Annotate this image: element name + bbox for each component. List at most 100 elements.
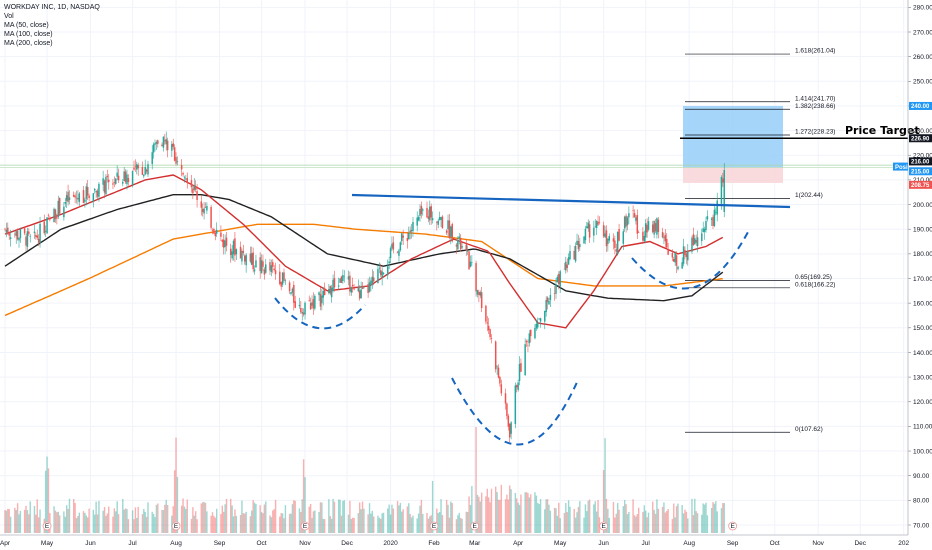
volume-bar: [64, 516, 66, 533]
volume-bar: [588, 499, 591, 533]
candle-body: [663, 237, 665, 239]
x-tick-label: Jul: [128, 540, 137, 547]
candle-body: [457, 240, 459, 250]
volume-bar: [612, 502, 615, 533]
candle-body: [358, 290, 361, 299]
y-tick-label: 80.00: [913, 498, 930, 505]
candle-body: [695, 240, 697, 243]
candle-body: [309, 303, 312, 310]
candle-body: [556, 276, 559, 283]
volume-bar: [567, 500, 570, 533]
volume-bar: [252, 500, 254, 533]
long-position-zones: [0, 105, 908, 183]
candle-body: [514, 385, 517, 425]
candle-body: [154, 143, 156, 145]
volume-bar: [520, 494, 522, 533]
volume-bar: [373, 516, 375, 533]
candle-body: [691, 237, 693, 252]
time-axis: Apr May Jun Jul Aug Sep Oct Nov Dec 2020 Feb Mar Apr…: [0, 534, 909, 547]
volume-bar: [716, 511, 718, 533]
candle-body: [623, 216, 626, 229]
volume-bar: [200, 503, 202, 533]
volume-bar: [273, 509, 275, 533]
volume-bar: [675, 506, 678, 533]
candle-body: [416, 217, 418, 226]
candle-body: [696, 237, 699, 247]
volume-bar: [193, 515, 195, 533]
price-tag: [909, 180, 932, 189]
earnings-marker: [171, 521, 181, 531]
volume-bar: [615, 513, 617, 533]
volume-bar: [105, 515, 107, 533]
volume-bar: [436, 508, 438, 533]
candle-body: [29, 236, 31, 237]
volume-bar: [116, 501, 118, 533]
candle-body: [559, 271, 561, 287]
candle-body: [499, 377, 501, 384]
volume-bar: [361, 501, 364, 533]
volume-bar: [528, 497, 531, 533]
candle-body: [530, 329, 532, 337]
volume-bar: [77, 516, 79, 533]
candle-body: [716, 200, 718, 215]
volume-bar: [75, 518, 78, 533]
volume-bar: [597, 500, 599, 533]
volume-bar: [478, 496, 480, 533]
volume-bar: [539, 499, 542, 533]
volume-bar: [538, 504, 540, 533]
fib-level-label: 1.414(241.70): [795, 95, 835, 102]
x-tick-label: Nov: [812, 540, 824, 547]
y-tick-label: 90.00: [913, 473, 930, 480]
candle-body: [677, 266, 679, 270]
volume-bar: [447, 504, 449, 533]
volume-bar: [525, 492, 528, 533]
volume-bar: [583, 517, 585, 533]
candle-body: [632, 210, 634, 211]
volume-bar: [144, 511, 146, 533]
volume-bar: [29, 501, 31, 533]
candle-body: [487, 325, 490, 331]
earnings-label: E: [174, 523, 179, 530]
volume-bar: [223, 511, 225, 533]
x-tick-label: Dec: [341, 540, 353, 547]
volume-bar: [377, 515, 379, 533]
y-tick-label: 200.00: [913, 202, 932, 209]
volume-bar: [298, 508, 301, 533]
candle-body: [605, 230, 608, 247]
candles: [4, 131, 725, 443]
volume-bar: [713, 503, 716, 533]
candle-body: [117, 175, 120, 181]
volume-bar: [190, 518, 193, 533]
volume-bar: [692, 515, 695, 533]
volume-bar: [194, 511, 197, 533]
volume-bar: [242, 513, 245, 533]
candle-body: [49, 218, 51, 220]
volume-bar: [682, 513, 685, 533]
earnings-label: E: [730, 523, 735, 530]
candle-body: [279, 271, 281, 284]
candle-body: [65, 195, 68, 201]
candle-body: [26, 231, 29, 247]
candle-body: [9, 237, 12, 239]
legend-vol: Vol: [4, 13, 14, 20]
earnings-marker: [599, 521, 609, 531]
volume-bar: [304, 477, 306, 533]
volume-bar: [412, 515, 414, 533]
volume-bar: [253, 502, 256, 533]
candle-body: [229, 248, 232, 255]
candle-body: [349, 275, 351, 292]
candle-body: [221, 239, 224, 242]
candle-body: [595, 221, 598, 229]
volume-bar: [381, 513, 383, 533]
volume-bar: [145, 516, 148, 533]
candle-body: [92, 193, 95, 202]
x-tick-label: Aug: [170, 540, 182, 547]
candle-body: [525, 340, 528, 343]
volume-bar: [244, 513, 246, 533]
y-tick-label: 160.00: [913, 300, 932, 307]
volume-bar: [694, 498, 696, 533]
candle-body: [706, 216, 709, 220]
candle-body: [392, 242, 395, 250]
volume-bar: [224, 504, 226, 533]
